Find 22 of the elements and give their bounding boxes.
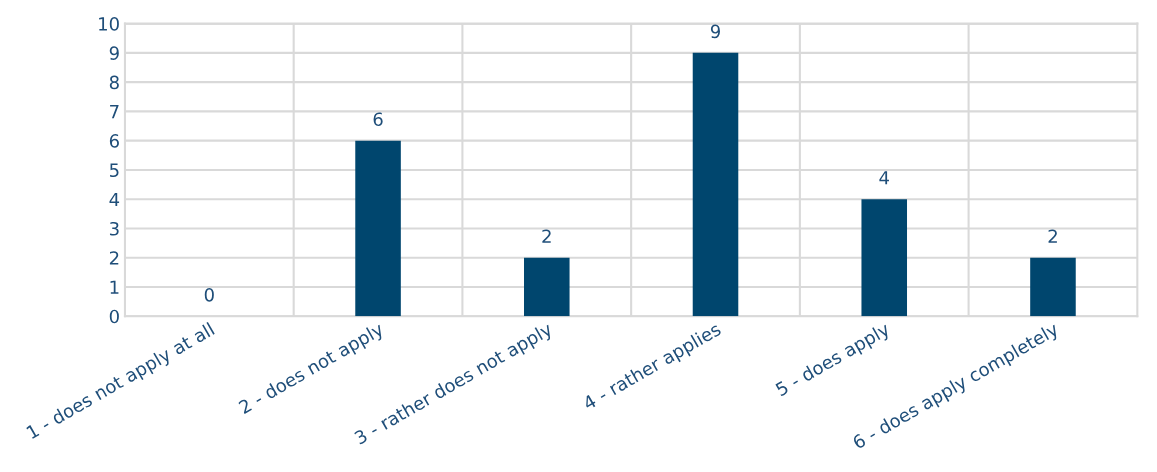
data-label: 6 bbox=[373, 112, 383, 127]
y-tick-label: 0 bbox=[109, 309, 119, 324]
bar bbox=[861, 199, 908, 317]
y-tick-label: 2 bbox=[109, 251, 119, 265]
y-tick-label: 10 bbox=[99, 17, 119, 31]
data-label: 2 bbox=[1048, 229, 1057, 243]
data-label: 0 bbox=[204, 287, 214, 302]
y-tick-label: 8 bbox=[109, 75, 119, 90]
data-label: 9 bbox=[710, 24, 720, 39]
bar bbox=[524, 257, 570, 317]
y-tick-label: 5 bbox=[110, 163, 119, 178]
y-tick-label: 4 bbox=[109, 192, 120, 207]
y-tick-label: 7 bbox=[110, 105, 119, 119]
y-tick-label: 1 bbox=[110, 280, 119, 294]
bar bbox=[692, 52, 739, 317]
bar bbox=[1030, 257, 1076, 317]
y-tick-label: 3 bbox=[109, 221, 119, 236]
y-tick-label: 9 bbox=[109, 46, 119, 60]
data-label: 2 bbox=[542, 229, 551, 243]
y-tick-label: 6 bbox=[109, 134, 119, 148]
data-label: 4 bbox=[879, 171, 889, 185]
bar bbox=[355, 140, 401, 317]
